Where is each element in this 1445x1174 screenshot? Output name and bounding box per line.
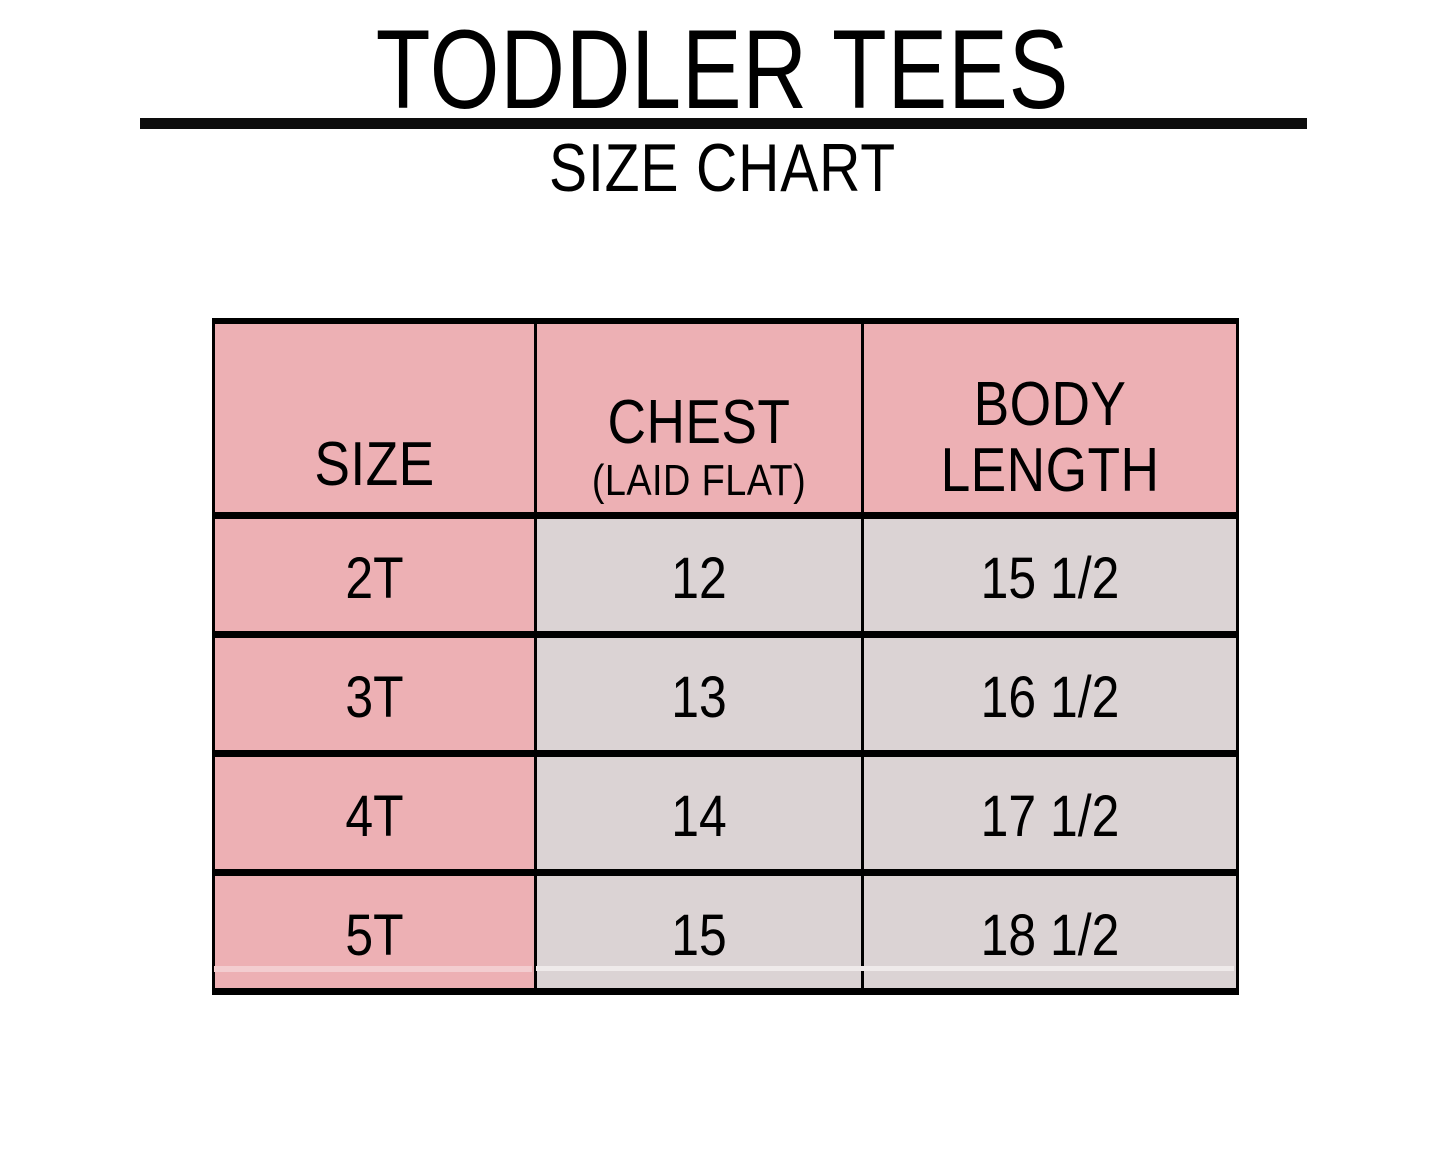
cell-body-length-value: 17 1/2 [980, 784, 1120, 849]
column-header-size-label: SIZE [314, 430, 435, 499]
size-chart-table: SIZE CHEST (LAID FLAT) BODY LENGTH [212, 318, 1239, 995]
cell-body-length: 15 1/2 [861, 515, 1239, 636]
column-header-chest-label: CHEST [607, 388, 791, 457]
cell-chest-value: 14 [671, 784, 727, 849]
cell-chest: 15 [534, 869, 864, 995]
table-header-row: SIZE CHEST (LAID FLAT) BODY LENGTH [212, 318, 1239, 519]
cell-size-value: 2T [345, 546, 404, 611]
cell-chest-value: 13 [671, 665, 727, 730]
column-header-body-length-line2: LENGTH [940, 436, 1160, 505]
column-header-chest: CHEST (LAID FLAT) [534, 318, 864, 519]
cell-size: 4T [212, 750, 537, 874]
table-bottom-edge-artifact-pink [214, 966, 532, 972]
cell-body-length-value: 16 1/2 [980, 665, 1120, 730]
table-row: 5T 15 18 1/2 [212, 869, 1239, 995]
size-chart-table-container: SIZE CHEST (LAID FLAT) BODY LENGTH [212, 318, 1239, 995]
cell-size-value: 5T [345, 903, 404, 968]
table-body: 2T 12 15 1/2 3T 13 16 1/2 [212, 515, 1239, 995]
cell-chest-value: 15 [671, 903, 727, 968]
cell-size: 5T [212, 869, 537, 995]
cell-size: 3T [212, 631, 537, 755]
cell-size: 2T [212, 515, 537, 636]
cell-body-length-value: 18 1/2 [980, 903, 1120, 968]
cell-body-length: 17 1/2 [861, 750, 1239, 874]
cell-chest: 13 [534, 631, 864, 755]
title-block: TODDLER TEES SIZE CHART [0, 0, 1445, 202]
cell-chest: 14 [534, 750, 864, 874]
table-bottom-edge-artifact-gray [536, 966, 1234, 971]
cell-body-length: 16 1/2 [861, 631, 1239, 755]
cell-body-length-value: 15 1/2 [980, 546, 1120, 611]
page-title: TODDLER TEES [375, 7, 1070, 132]
table-row: 3T 13 16 1/2 [212, 631, 1239, 755]
title-divider-rule [140, 118, 1307, 129]
cell-chest-value: 12 [671, 546, 727, 611]
table-row: 2T 12 15 1/2 [212, 515, 1239, 636]
column-header-body-length-line1: BODY [973, 370, 1127, 439]
table-header: SIZE CHEST (LAID FLAT) BODY LENGTH [212, 318, 1239, 519]
column-header-size: SIZE [212, 318, 537, 519]
cell-body-length: 18 1/2 [861, 869, 1239, 995]
page-subtitle: SIZE CHART [549, 130, 896, 206]
table-row: 4T 14 17 1/2 [212, 750, 1239, 874]
column-header-body-length: BODY LENGTH [861, 318, 1239, 519]
cell-size-value: 3T [345, 665, 404, 730]
cell-size-value: 4T [345, 784, 404, 849]
column-header-chest-sublabel: (LAID FLAT) [591, 456, 807, 505]
cell-chest: 12 [534, 515, 864, 636]
